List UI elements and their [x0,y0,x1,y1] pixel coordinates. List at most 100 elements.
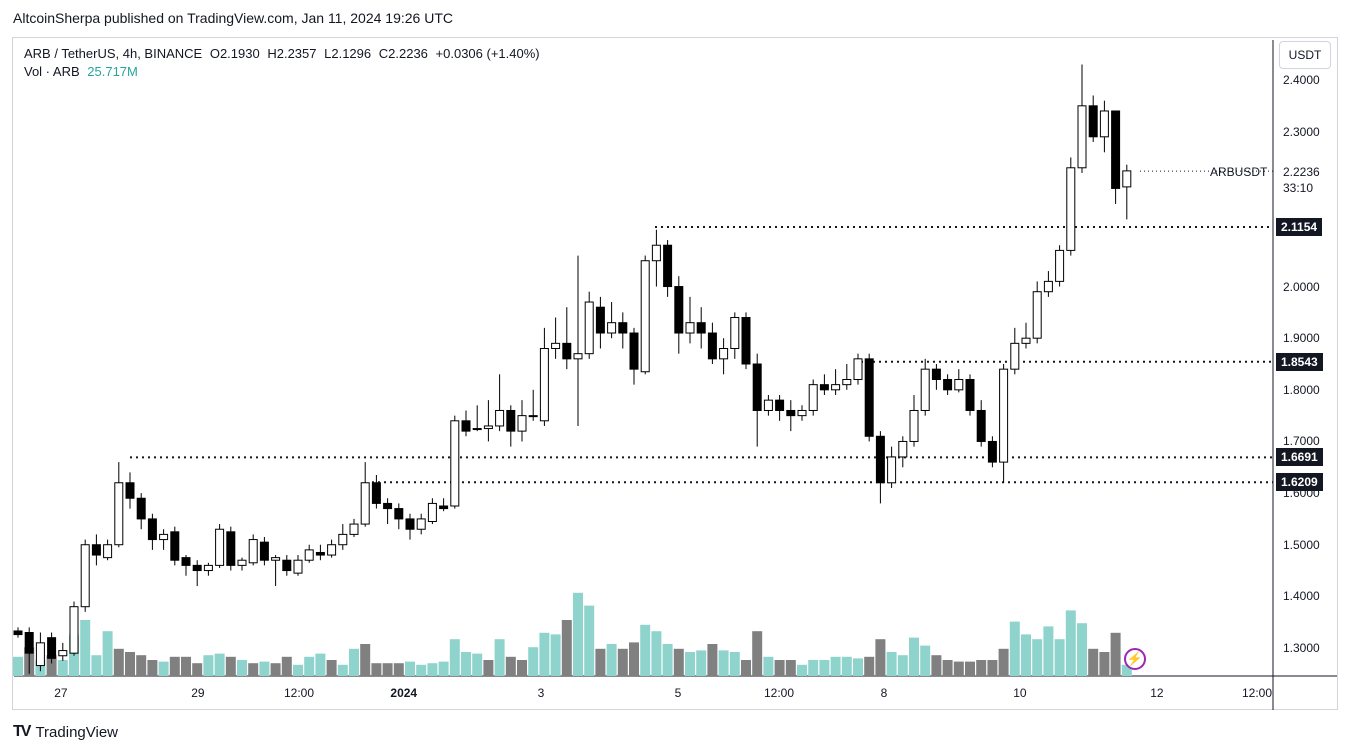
footer-brand[interactable]: TV TradingView [13,723,118,741]
candle-body [472,428,482,431]
candle-body [562,342,572,360]
volume-bar [360,644,371,676]
candle-body [360,482,370,525]
level-price-tag: 1.6209 [1276,473,1323,492]
candle-body [752,363,762,411]
candle-body [47,637,57,659]
volume-bar [763,656,774,676]
volume-bar [797,664,807,676]
candle-body [1077,105,1087,169]
volume-bar [617,648,628,676]
volume-bar [550,634,561,676]
volume-bar [203,655,214,676]
volume-bar [853,658,863,676]
bar-countdown: 33:10 [1283,181,1314,195]
candle-body [315,551,325,556]
time-tick-label: 5 [674,686,682,700]
volume-bar [707,644,718,676]
lightning-icon[interactable]: ⚡ [1124,648,1146,670]
volume-bar [472,653,483,676]
level-price-tag: 1.8543 [1276,352,1323,371]
price-tick-label: 2.4000 [1283,73,1320,87]
footer-brand-text: TradingView [35,723,118,741]
candle-body [640,260,650,373]
volume-bar [158,661,169,676]
publish-info: AltcoinSherpa published on TradingView.c… [13,10,453,26]
candle-body [786,409,796,417]
volume-bar [169,656,180,676]
volume-bar [920,645,931,676]
volume-bar [1065,610,1076,676]
candle-body [797,409,807,417]
candle-body [898,440,908,458]
candle-body [259,541,269,561]
volume-bar [696,650,707,676]
candle-body [909,409,919,442]
candle-body [147,518,157,541]
candle-body [181,557,191,566]
volume-bar [304,656,315,676]
candle-body [651,244,661,262]
time-tick-label: 2024 [390,686,418,700]
candle-body [1066,167,1076,251]
volume-bar [147,660,158,676]
volume-bar [976,660,987,676]
candle-body [539,348,549,422]
volume-bar [573,592,583,676]
volume-bar [595,648,606,676]
candle-body [159,533,169,541]
candle-body [999,368,1009,463]
volume-bar [942,660,953,676]
candle-body [427,502,437,522]
volume-bar [651,631,662,676]
candle-body [730,317,740,350]
candle-body [775,399,785,411]
candle-body [226,531,236,566]
candle-body [91,544,101,556]
volume-bar [1021,634,1031,676]
volume-bar [326,660,337,676]
time-tick-label: 12:00 [284,686,315,700]
candle-body [741,317,751,365]
currency-button[interactable]: USDT [1279,41,1331,69]
volume-bar [629,642,639,676]
volume-legend-label[interactable]: Vol · ARB [24,64,80,79]
candle-body [495,409,505,427]
candle-body [1122,170,1132,188]
candle-body [1111,110,1121,189]
volume-bar [662,644,673,676]
candle-body [875,435,885,484]
volume-bar [416,664,427,676]
volume-bar [371,663,382,676]
volume-bar [405,661,415,676]
time-tick-label: 8 [880,686,888,700]
volume-bar [461,652,471,676]
volume-bar [808,660,819,676]
volume-bar [125,652,135,676]
volume-bar [281,656,292,676]
candle-body [69,606,79,654]
time-tick-label: 10 [1013,686,1027,700]
volume-bar [1099,652,1110,676]
candle-body [663,244,673,288]
candle-body [271,557,281,561]
volume-bar [965,661,975,676]
candle-body [976,409,986,442]
candle-body [114,482,124,546]
candle-body [1010,342,1020,370]
candle-body [103,544,113,559]
volume-bar [909,637,919,676]
legend-symbol[interactable]: ARB / TetherUS, 4h, BINANCE [24,46,203,61]
candle-body [461,420,471,432]
candle-body [607,322,617,334]
legend-high: H2.2357 [267,46,317,61]
candle-body [517,415,527,432]
time-tick-label: 12:00 [764,686,795,700]
legend-low: L2.1296 [324,46,372,61]
price-tick-label: 1.8000 [1283,382,1320,397]
volume-bar [349,648,359,676]
volume-bar [449,639,460,676]
price-tick-label: 2.0000 [1283,279,1320,294]
volume-bar [987,660,998,676]
